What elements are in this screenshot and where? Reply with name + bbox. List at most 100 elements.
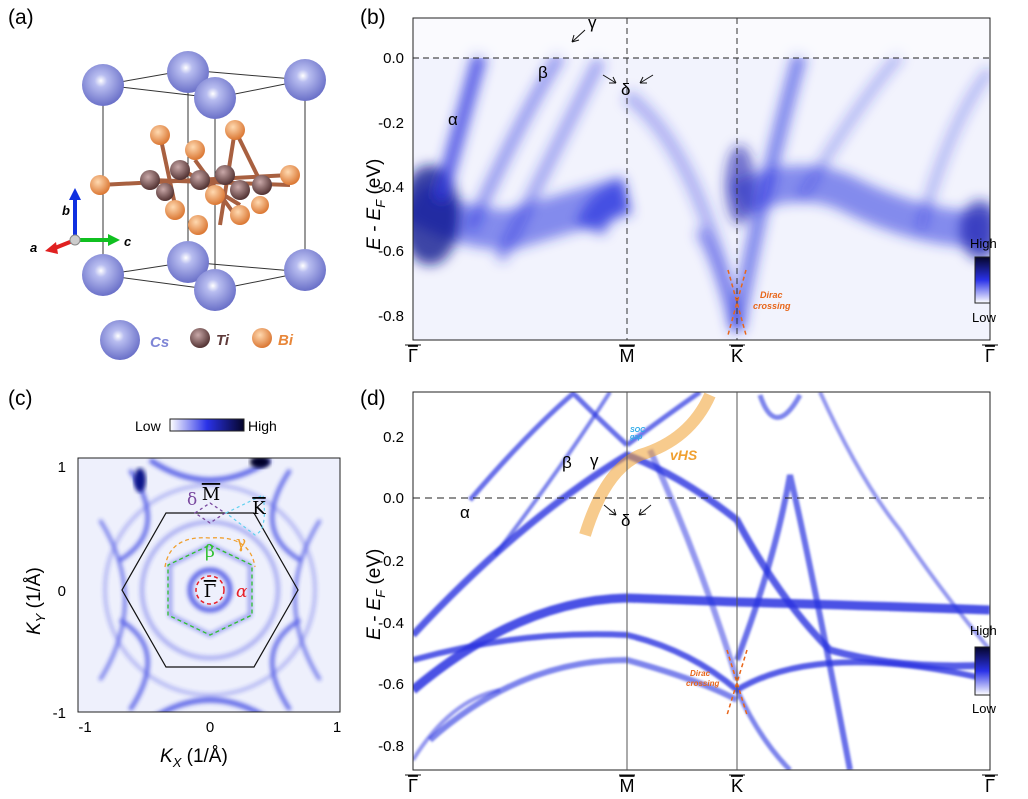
ytick: -0.6	[378, 243, 404, 260]
band-alpha: α	[460, 503, 470, 522]
axis-b-label: b	[62, 203, 70, 218]
panel-c: (c) Low High Γ	[8, 387, 341, 770]
fs-alpha	[195, 575, 225, 605]
band-delta: δ	[621, 80, 630, 99]
fs-delta	[193, 502, 227, 524]
delta-label: δ	[187, 490, 197, 510]
kpoint: Γ	[985, 776, 995, 796]
dirac-label: crossing	[686, 679, 719, 688]
kpoint: Γ	[985, 346, 995, 366]
ytick: -1	[53, 705, 66, 722]
colorbar-high: High	[248, 418, 277, 434]
k-path-labels: Γ M K Γ	[405, 774, 998, 796]
dirac-crossing-b: Dirac crossing	[727, 269, 791, 336]
cs-atoms	[82, 51, 326, 311]
soc-label: SOC	[630, 427, 646, 434]
y-axis-label: E - EF (eV)	[364, 549, 388, 640]
colorbar-d: High Low	[970, 623, 997, 716]
dirac-label: Dirac	[690, 669, 711, 678]
colorbar-low: Low	[135, 418, 162, 434]
bi-atoms	[90, 120, 300, 235]
kpoint: M	[620, 776, 635, 796]
dirac-crossing-d: Dirac crossing	[686, 649, 748, 716]
axis-c-label: c	[124, 234, 132, 249]
fs-gamma	[164, 537, 256, 568]
panel-d: (d) 0.2	[360, 387, 998, 796]
y-ticks: 0.0 -0.2 -0.4 -0.6 -0.8	[378, 50, 404, 325]
ytick: -0.4	[378, 179, 404, 196]
ytick: 0.0	[383, 50, 404, 67]
k-path-labels: Γ M K Γ	[405, 344, 998, 366]
axes-indicator: b c a	[30, 188, 132, 255]
panel-c-label: (c)	[8, 387, 33, 410]
fs-beta	[167, 544, 253, 636]
band-structure-calc	[413, 392, 990, 770]
x-axis-label: KX (1/Å)	[160, 746, 228, 770]
legend-ti: Ti	[216, 332, 230, 349]
colorbar-low: Low	[972, 310, 996, 325]
plot-frame	[77, 457, 341, 713]
ytick: 1	[58, 459, 66, 476]
ytick: -0.6	[378, 676, 404, 693]
colorbar-high: High	[970, 236, 997, 251]
soc-gap-label: SOC gap	[629, 427, 646, 441]
ytick: -0.2	[378, 553, 404, 570]
plot-frame	[412, 17, 991, 341]
band-delta: δ	[621, 511, 630, 530]
xtick: 0	[206, 719, 214, 736]
panel-b: (b) 0	[360, 6, 998, 366]
k-point: K	[252, 498, 266, 519]
y-axis-label: E - EF (eV)	[364, 159, 388, 250]
fs-labels: Γ M K α β γ δ	[187, 484, 266, 602]
plot-frame	[412, 391, 991, 771]
gamma-point: Γ	[204, 581, 217, 602]
colorbar-low: Low	[972, 701, 996, 716]
panel-a: (a)	[8, 6, 326, 360]
colorbar-b: High Low	[970, 236, 997, 325]
colorbar-c: Low High	[135, 418, 277, 434]
legend-cs: Cs	[150, 334, 169, 351]
kpoint: K	[731, 346, 743, 366]
xtick: -1	[78, 719, 91, 736]
ti-atoms	[140, 160, 272, 201]
fermi-surface-map	[78, 458, 340, 712]
dirac-label: crossing	[753, 301, 791, 311]
soc-label: gap	[629, 434, 643, 441]
gamma-label: γ	[236, 533, 246, 553]
m-point: M	[202, 484, 220, 505]
fs-k-pocket	[224, 494, 265, 536]
band-beta: β	[538, 63, 548, 82]
panel-b-label: (b)	[360, 6, 386, 29]
panel-d-label: (d)	[360, 387, 386, 410]
xtick: 1	[333, 719, 341, 736]
ytick: 0	[58, 583, 66, 600]
ytick: 0.2	[383, 429, 404, 446]
band-alpha: α	[448, 110, 458, 129]
axis-a-label: a	[30, 240, 37, 255]
band-beta: β	[562, 453, 572, 472]
band-gamma: γ	[588, 13, 597, 32]
y-axis-label: KY (1/Å)	[24, 567, 48, 635]
ytick: -0.8	[378, 738, 404, 755]
legend-bi: Bi	[278, 332, 294, 349]
kpoint: K	[731, 776, 743, 796]
colorbar-high: High	[970, 623, 997, 638]
y-ticks: 0.2 0.0 -0.2 -0.4 -0.6 -0.8	[378, 429, 404, 755]
arpes-intensity-map	[413, 18, 990, 340]
dirac-label: Dirac	[760, 290, 783, 300]
panel-a-label: (a)	[8, 6, 34, 29]
band-labels: α β γ δ	[448, 13, 654, 129]
band-gamma: γ	[590, 451, 599, 470]
ytick: -0.8	[378, 308, 404, 325]
brillouin-zone	[121, 512, 299, 668]
alpha-label: α	[236, 582, 248, 602]
atom-legend: Cs Ti Bi	[100, 320, 294, 360]
kpoint: Γ	[408, 776, 418, 796]
beta-label: β	[205, 542, 215, 562]
ytick: -0.4	[378, 615, 404, 632]
ytick: 0.0	[383, 490, 404, 507]
vhs-highlight	[579, 392, 716, 537]
vhs-label: vHS	[670, 447, 698, 463]
kpoint: Γ	[408, 346, 418, 366]
